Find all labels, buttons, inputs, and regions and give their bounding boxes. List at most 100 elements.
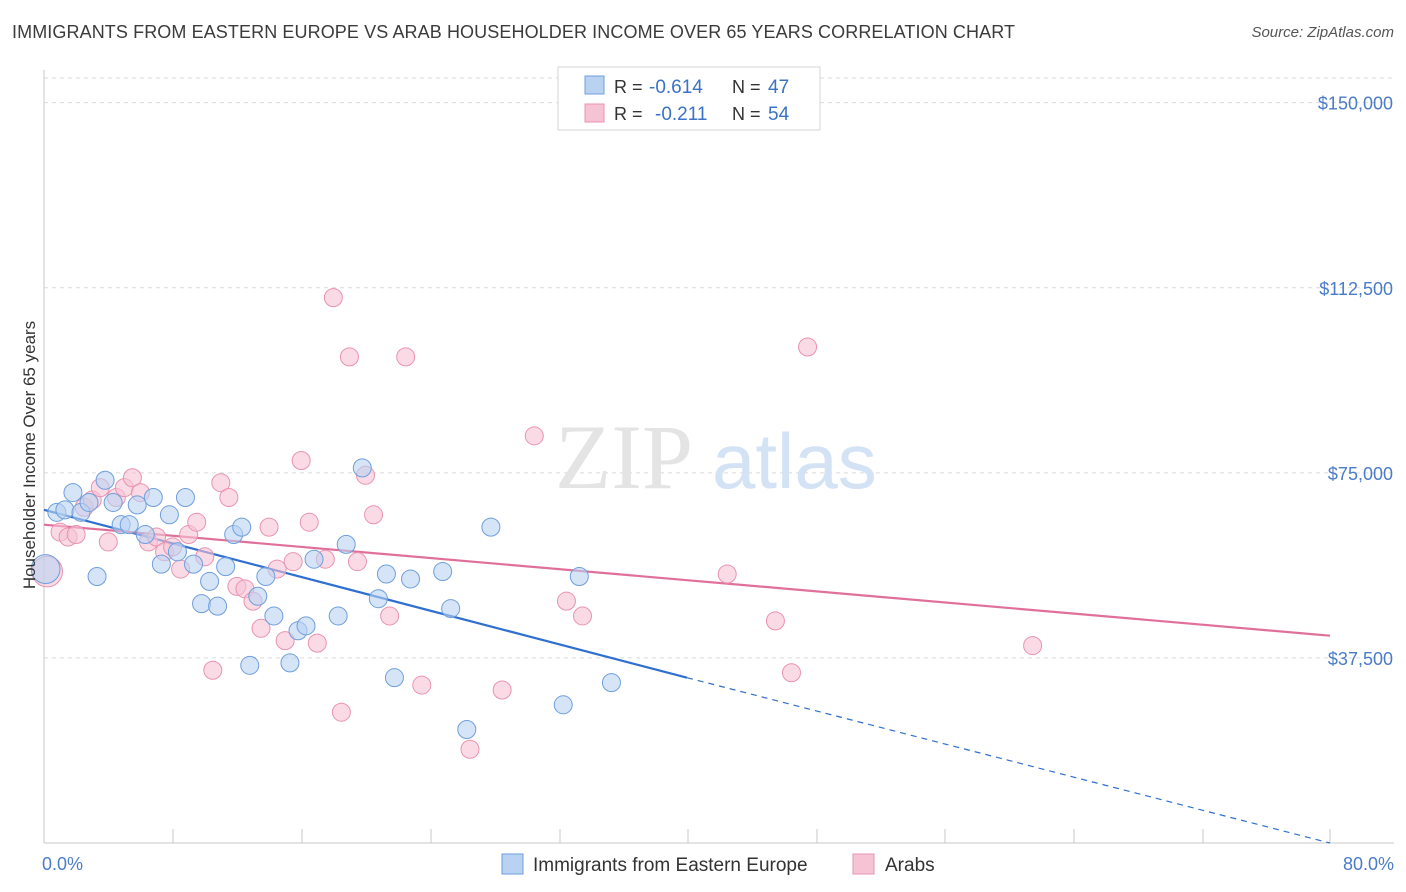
blue-point-21 (208, 596, 228, 616)
legend-n-label-2: N = (732, 104, 761, 124)
pink-point-36 (331, 702, 351, 722)
blue-point-39 (401, 569, 421, 589)
blue-point-24 (232, 517, 252, 537)
blue-point-34 (336, 534, 356, 554)
blue-trend-line-extension (686, 677, 1331, 844)
pink-point-52 (798, 337, 818, 357)
blue-point-11 (127, 495, 147, 515)
blue-point-20 (200, 571, 220, 591)
legend-n-value-2: 54 (768, 104, 790, 125)
pink-trend-line (43, 523, 1331, 637)
pink-point-27 (259, 517, 279, 537)
series-legend-label-pink: Arabs (885, 855, 935, 876)
y-axis-label: Householder Income Over 65 years (20, 321, 39, 589)
blue-point-10 (119, 515, 139, 535)
pink-point-26 (251, 618, 271, 638)
y-tick-labels: $37,500 $75,000 $112,500 $150,000 (1318, 94, 1393, 669)
legend-r-value-2: -0.211 (655, 104, 707, 125)
blue-point-18 (183, 554, 203, 574)
pink-point-33 (307, 633, 327, 653)
pink-point-7 (98, 532, 118, 552)
pink-point-10 (122, 468, 142, 488)
blue-point-7 (95, 470, 115, 490)
pink-point-42 (396, 347, 416, 367)
trend-lines (43, 508, 1331, 844)
blue-point-16 (167, 542, 187, 562)
watermark-zip: ZIP (555, 406, 693, 508)
legend-n-label-1: N = (732, 77, 761, 97)
legend-n-value-1: 47 (768, 77, 789, 98)
pink-point-44 (460, 739, 480, 759)
y-tick-label-2: $112,500 (1319, 279, 1393, 299)
blue-point-25 (240, 655, 260, 675)
legend-r-label-1: R = (614, 77, 643, 97)
correlation-legend: R = -0.614 N = 47 R = -0.211 N = 54 (557, 66, 821, 131)
pink-point-31 (291, 451, 311, 470)
series-legend-swatch-blue (501, 853, 524, 875)
blue-point-37 (376, 564, 396, 584)
pink-point-38 (347, 552, 367, 572)
watermark-atlas: atlas (712, 417, 877, 505)
blue-point-36 (368, 589, 388, 609)
blue-point-32 (304, 549, 324, 569)
blue-point-42 (457, 719, 477, 739)
legend-swatch-blue (584, 75, 605, 95)
pink-point-53 (1023, 636, 1043, 656)
blue-point-15 (159, 505, 179, 525)
blue-point-27 (256, 566, 276, 586)
watermark: ZIP atlas (555, 406, 877, 508)
blue-point-17 (175, 488, 195, 508)
pink-point-30 (283, 552, 303, 572)
pink-point-37 (339, 347, 359, 367)
blue-point-2 (55, 500, 75, 520)
blue-point-33 (328, 606, 348, 626)
pink-point-32 (299, 512, 319, 532)
blue-point-0 (30, 554, 61, 584)
y-tick-label-3: $150,000 (1318, 94, 1393, 114)
blue-point-44 (553, 695, 573, 715)
pink-point-3 (66, 525, 86, 545)
pink-point-49 (717, 564, 737, 584)
pink-point-20 (203, 660, 223, 680)
pink-point-47 (556, 591, 576, 611)
pink-point-43 (412, 675, 432, 695)
blue-point-35 (352, 458, 372, 478)
blue-point-29 (280, 653, 300, 673)
series-legend-label-blue: Immigrants from Eastern Europe (533, 855, 808, 876)
blue-point-41 (441, 599, 461, 619)
source-label: Source: ZipAtlas.com (1251, 24, 1394, 41)
series-legend: Immigrants from Eastern Europe Arabs (501, 853, 935, 876)
legend-r-label-2: R = (614, 104, 643, 124)
pink-point-40 (364, 505, 384, 525)
pink-point-35 (323, 288, 343, 308)
axes (43, 70, 1394, 844)
blue-point-14 (151, 554, 171, 574)
blue-point-19 (192, 594, 212, 614)
blue-point-43 (481, 517, 501, 537)
pink-point-18 (187, 512, 207, 532)
pink-point-48 (573, 606, 593, 626)
blue-point-13 (143, 488, 163, 508)
pink-point-41 (380, 606, 400, 626)
legend-r-value-1: -0.614 (649, 77, 703, 98)
pink-point-51 (781, 663, 801, 683)
blue-point-40 (433, 562, 453, 582)
chart-title: IMMIGRANTS FROM EASTERN EUROPE VS ARAB H… (12, 22, 1016, 42)
pink-point-46 (524, 426, 544, 446)
pink-point-22 (219, 488, 239, 508)
blue-point-8 (103, 492, 123, 512)
pink-point-29 (275, 631, 295, 651)
blue-point-46 (601, 673, 621, 693)
y-tick-label-1: $75,000 (1328, 464, 1393, 484)
y-tick-label-0: $37,500 (1328, 649, 1393, 669)
blue-point-26 (248, 586, 268, 606)
legend-swatch-pink (584, 103, 605, 123)
x-tick-labels: 0.0% 80.0% (42, 854, 1394, 874)
series-legend-swatch-pink (852, 853, 875, 875)
blue-point-12 (135, 525, 155, 545)
blue-point-28 (264, 606, 284, 626)
pink-point-45 (492, 680, 512, 700)
pink-point-50 (765, 611, 785, 631)
blue-point-22 (216, 557, 236, 577)
